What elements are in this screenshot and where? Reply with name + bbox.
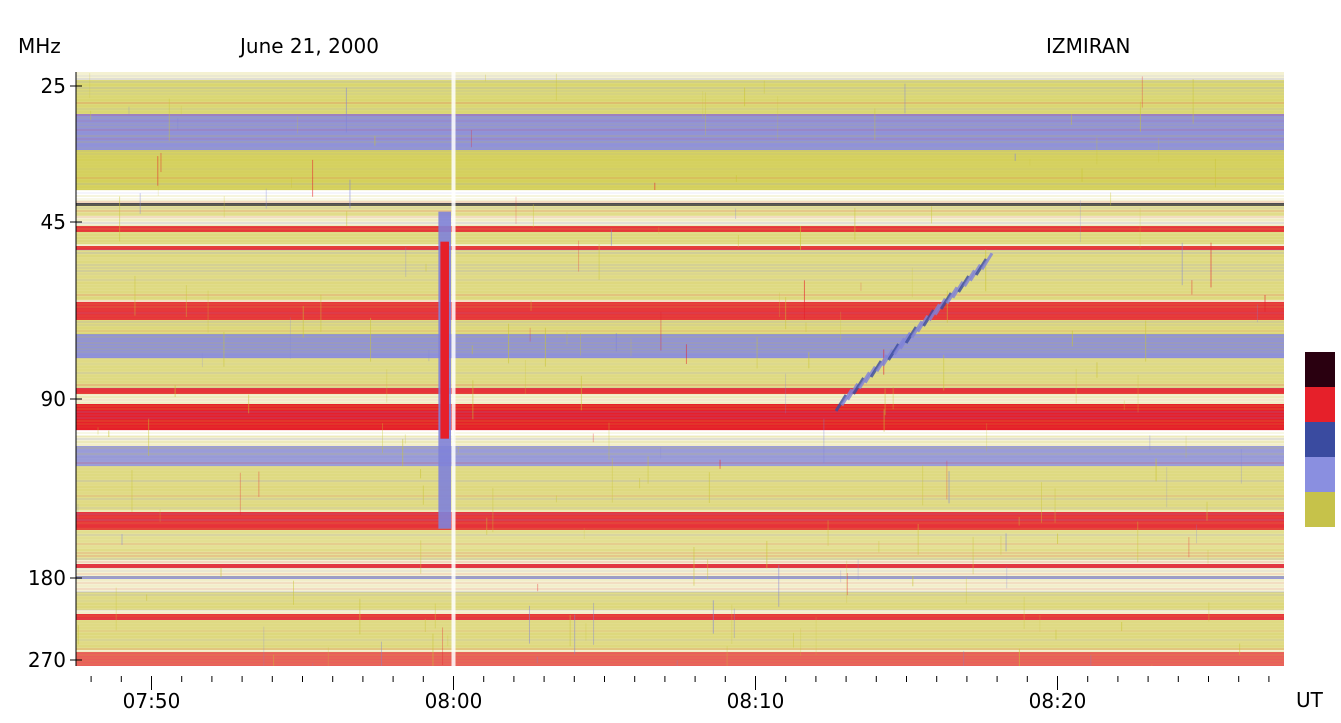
colorbar-segment <box>1305 422 1335 458</box>
colorbar-segment <box>1305 457 1335 493</box>
y-tick-label: 180 <box>28 566 66 590</box>
time-unit-label: UT <box>1296 688 1323 712</box>
observatory-label: IZMIRAN <box>1046 34 1131 58</box>
date-label: June 21, 2000 <box>240 34 379 58</box>
x-tick-label: 07:50 <box>123 689 181 713</box>
burst-drifting <box>834 252 994 412</box>
vertical-striations <box>77 73 1266 666</box>
y-axis-unit-label: MHz <box>18 34 61 58</box>
band-texture <box>76 75 1284 665</box>
colorbar-segment <box>1305 527 1335 563</box>
y-tick-label: 90 <box>41 387 66 411</box>
y-axis: 25 45 90 180 270 <box>28 72 82 672</box>
burst-intense-core <box>440 241 449 439</box>
x-tick-label: 08:20 <box>1029 689 1087 713</box>
y-tick-label: 270 <box>28 648 66 672</box>
y-tick-label: 45 <box>41 210 66 234</box>
colorbar-segment <box>1305 352 1335 388</box>
data-gap-line <box>451 72 456 666</box>
frequency-bands <box>76 80 1284 666</box>
x-tick-label: 08:00 <box>425 689 483 713</box>
y-tick-label: 25 <box>41 74 66 98</box>
colorbar-segment <box>1305 492 1335 528</box>
colorbar-segment <box>1305 387 1335 423</box>
x-axis: 07:50 08:00 08:10 08:20 <box>90 676 1270 713</box>
colorbar <box>1305 352 1335 563</box>
x-tick-label: 08:10 <box>727 689 785 713</box>
